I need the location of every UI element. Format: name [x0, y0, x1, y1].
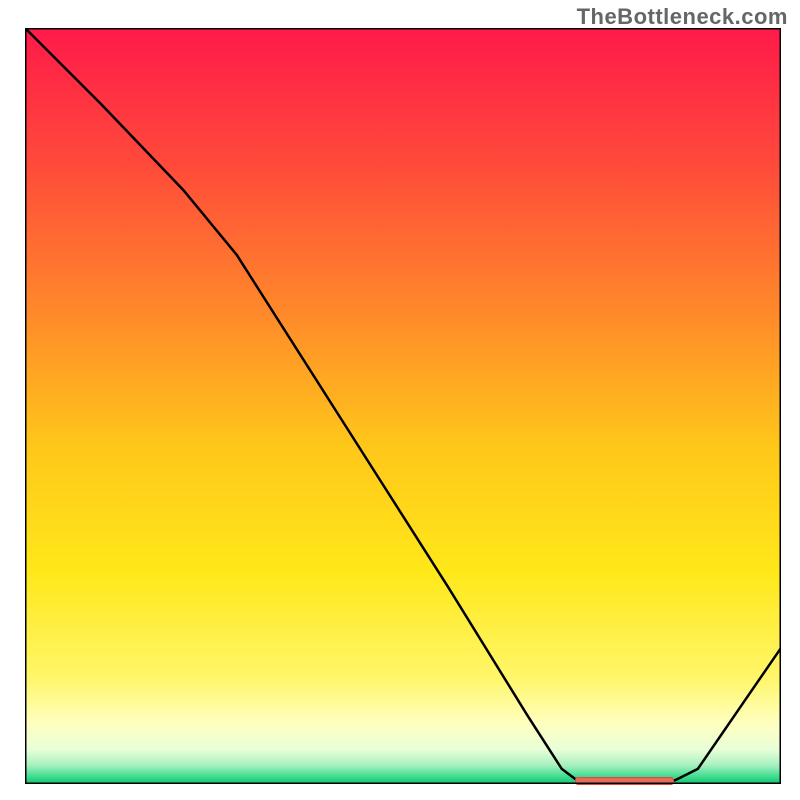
- watermark-text: TheBottleneck.com: [577, 4, 788, 30]
- plot-frame-rect: [25, 28, 781, 784]
- plot-frame: [25, 28, 781, 784]
- chart-container: TheBottleneck.com: [0, 0, 800, 800]
- plot-area: [25, 28, 781, 786]
